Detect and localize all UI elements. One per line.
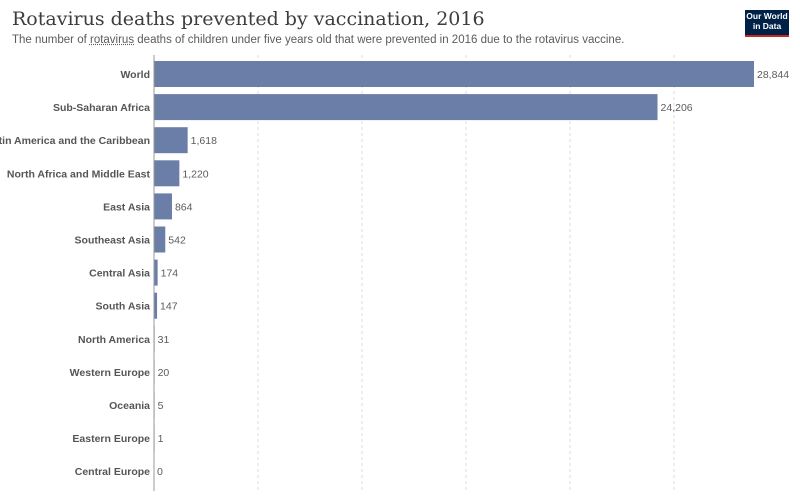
owid-logo[interactable]: Our World in Data [745, 10, 789, 37]
logo-accent-bar [745, 35, 789, 37]
category-label-western-europe: Western Europe [70, 367, 150, 379]
rotavirus-link[interactable]: rotavirus [89, 34, 135, 46]
category-label-north-america: North America [78, 334, 150, 346]
bars [154, 61, 754, 452]
bar-world[interactable] [154, 61, 754, 87]
chart-subtitle: The number of rotavirus deaths of childr… [12, 34, 624, 46]
value-label-sub-saharan-africa: 24,206 [661, 102, 693, 114]
value-label-oceania: 5 [158, 400, 164, 412]
value-label-eastern-europe: 1 [158, 433, 164, 445]
value-label-central-europe: 0 [157, 466, 163, 478]
bar-southeast-asia[interactable] [154, 226, 166, 253]
bar-sub-saharan-africa[interactable] [154, 94, 658, 121]
value-label-latin-america-and-the-caribbean: 1,618 [191, 135, 217, 147]
value-label-east-asia: 864 [175, 201, 193, 213]
gridlines [257, 55, 675, 491]
value-label-central-asia: 174 [161, 268, 179, 280]
value-label-south-asia: 147 [160, 301, 178, 313]
value-label-north-africa-and-middle-east: 1,220 [182, 168, 208, 180]
category-label-north-africa-and-middle-east: North Africa and Middle East [7, 168, 151, 180]
bar-central-asia[interactable] [154, 259, 158, 286]
category-label-east-asia: East Asia [103, 201, 150, 213]
value-label-north-america: 31 [158, 334, 170, 346]
value-label-western-europe: 20 [158, 367, 170, 379]
bar-latin-america-and-the-caribbean[interactable] [154, 127, 188, 154]
category-label-eastern-europe: Eastern Europe [72, 433, 150, 445]
value-label-southeast-asia: 542 [168, 235, 186, 247]
category-label-southeast-asia: Southeast Asia [75, 235, 151, 247]
category-label-central-europe: Central Europe [75, 466, 150, 478]
category-label-central-asia: Central Asia [89, 268, 150, 280]
bar-south-asia[interactable] [154, 292, 158, 319]
category-label-sub-saharan-africa: Sub-Saharan Africa [53, 102, 150, 114]
logo-line-2: in Data [752, 20, 782, 31]
value-label-world: 28,844 [757, 69, 789, 81]
logo-line-1: Our World [746, 11, 788, 21]
category-label-world: World [120, 69, 150, 81]
labels: World 28,844 Sub-Saharan Africa 24,206 Latin… [0, 69, 789, 478]
category-label-south-asia: South Asia [96, 301, 151, 313]
category-label-latin-america-and-the-caribbean: Latin America and the Caribbean [0, 135, 150, 147]
bar-east-asia[interactable] [154, 193, 172, 220]
bar-north-africa-and-middle-east[interactable] [154, 160, 180, 187]
subtitle-text-before: The number of [12, 34, 90, 46]
subtitle-text-after: deaths of children under five years old … [134, 34, 625, 46]
chart-title: Rotavirus deaths prevented by vaccinatio… [12, 8, 485, 30]
category-label-oceania: Oceania [109, 400, 150, 412]
